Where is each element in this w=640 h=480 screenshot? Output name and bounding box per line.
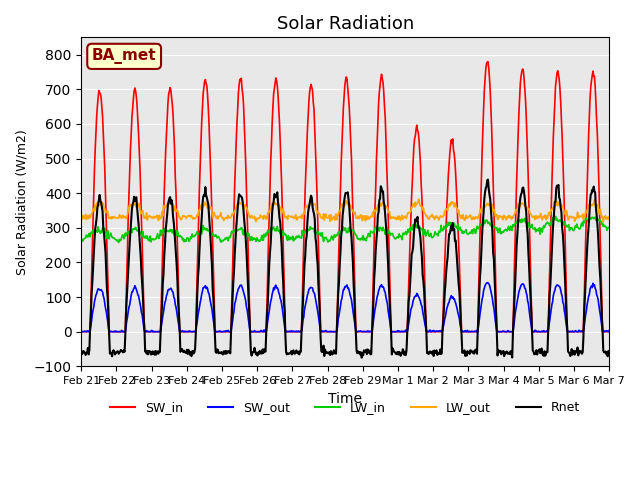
SW_out [483,280,491,286]
Rnet [426,350,433,356]
Line: LW_out: LW_out [81,199,609,222]
LW_in [605,225,613,230]
Legend: SW_in, SW_out, LW_in, LW_out, Rnet: SW_in, SW_out, LW_in, LW_out, Rnet [105,396,585,420]
SW_in [484,59,492,64]
Line: Rnet: Rnet [81,180,609,358]
SW_out [78,329,86,335]
LW_in [552,214,559,219]
LW_in [142,233,150,239]
Line: LW_in: LW_in [81,216,609,242]
Rnet [87,312,95,318]
SW_in [605,329,613,335]
Text: BA_met: BA_met [92,48,156,64]
LW_out [426,216,433,222]
SW_in [425,329,433,335]
Rnet [141,348,149,354]
Rnet [358,355,365,360]
Title: Solar Radiation: Solar Radiation [276,15,414,33]
SW_out [142,329,150,335]
LW_in [87,230,95,236]
Rnet [410,230,418,236]
Line: SW_out: SW_out [81,283,609,332]
SW_out [410,296,418,302]
LW_out [77,216,85,222]
Rnet [195,264,203,270]
X-axis label: Time: Time [328,392,362,406]
LW_in [426,233,433,239]
LW_in [115,240,122,245]
LW_out [141,216,149,221]
LW_out [600,219,607,225]
SW_out [223,328,231,334]
LW_out [195,208,203,214]
Rnet [223,351,230,357]
SW_in [223,329,230,335]
SW_in [87,300,95,306]
LW_in [196,232,204,238]
LW_out [415,196,423,202]
SW_out [426,328,433,334]
LW_out [223,214,230,220]
LW_out [409,201,417,206]
Rnet [484,177,492,182]
Y-axis label: Solar Radiation (W/m2): Solar Radiation (W/m2) [15,129,28,275]
Rnet [77,350,85,356]
Rnet [605,352,613,358]
LW_out [87,212,95,218]
LW_out [605,216,613,222]
SW_in [195,212,203,218]
SW_out [77,328,85,334]
SW_out [88,318,95,324]
SW_in [141,329,149,335]
LW_in [77,239,85,245]
SW_out [605,328,613,334]
LW_in [410,225,418,230]
SW_in [409,159,417,165]
SW_in [77,329,85,335]
LW_in [223,235,231,240]
Line: SW_in: SW_in [81,61,609,332]
SW_out [196,304,204,310]
